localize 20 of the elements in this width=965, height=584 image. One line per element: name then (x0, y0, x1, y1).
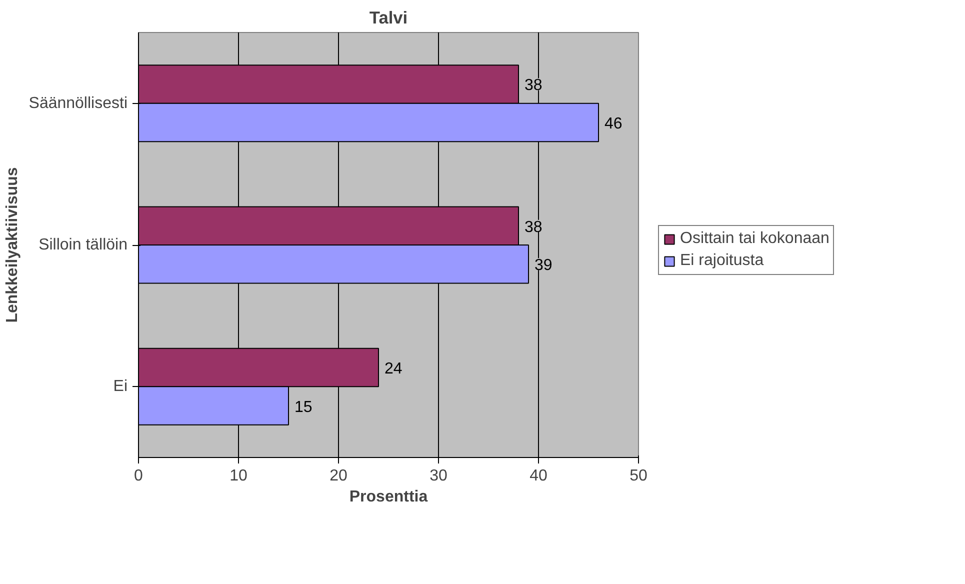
y-tick-label: Säännöllisesti (28, 94, 128, 112)
data-label: 38 (524, 218, 542, 236)
x-tick-label: 0 (134, 468, 144, 484)
x-tick-label: 40 (530, 468, 548, 484)
legend-label: Ei rajoitusta (680, 252, 764, 270)
x-tick-label: 30 (430, 468, 448, 484)
legend-label: Osittain tai kokonaan (680, 230, 830, 248)
y-axis-title: Lenkkeilyaktiivisuus (4, 167, 21, 323)
data-label: 24 (384, 360, 402, 378)
data-label: 46 (604, 115, 622, 132)
x-tick-label: 50 (630, 468, 648, 484)
data-label: 15 (294, 398, 312, 416)
data-label: 38 (524, 77, 542, 94)
y-tick-label: Silloin tällöin (38, 236, 128, 254)
y-tick-label: Ei (113, 378, 128, 396)
chart-title: Talvi (369, 8, 408, 28)
x-tick-label: 20 (330, 468, 348, 484)
data-label: 39 (534, 257, 552, 274)
x-axis-title: Prosenttia (349, 488, 428, 506)
x-tick-label: 10 (230, 468, 248, 484)
